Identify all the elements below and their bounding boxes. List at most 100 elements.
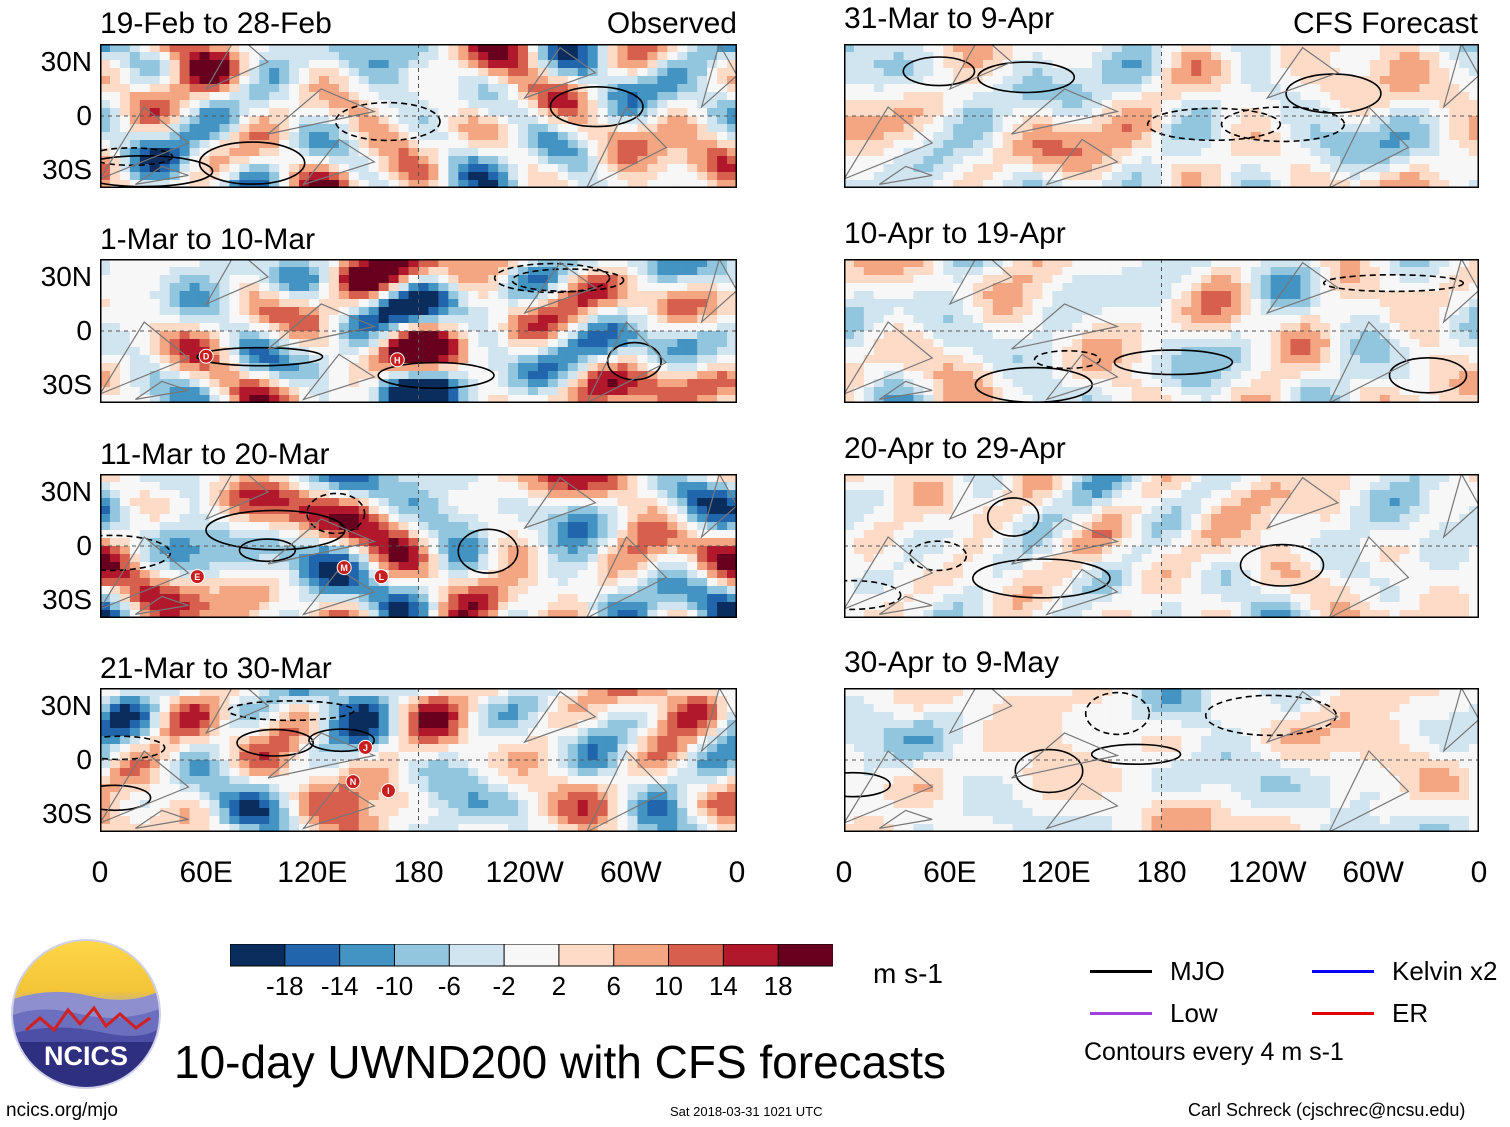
legend-line-mjo: [1090, 970, 1152, 973]
storm-marker-label: M: [340, 563, 348, 573]
map-panel: [844, 259, 1479, 403]
coastlines: [844, 474, 1479, 618]
colorbar-swatch: [558, 944, 615, 967]
lon-tick-label: 180: [393, 856, 444, 889]
colorbar-swatch: [230, 944, 286, 967]
colorbar-tick-label: -14: [320, 971, 359, 1001]
storm-marker: N: [345, 774, 361, 790]
reference-lines: [844, 259, 1479, 403]
colorbar-swatch: [339, 944, 396, 967]
coastlines: [844, 688, 1479, 832]
reference-lines: [844, 44, 1479, 188]
colorbar-swatch: [393, 944, 451, 967]
lat-tick-label: 30S: [42, 369, 92, 400]
mjo-contours: [100, 86, 644, 188]
lat-tick-label: 30N: [40, 476, 92, 507]
lon-tick-label: 60E: [179, 856, 233, 889]
ncics-logo: NCICS: [11, 939, 161, 1089]
lat-tick-label: 0: [76, 744, 92, 775]
map-panel: [844, 688, 1479, 832]
mjo-contours: [844, 497, 1325, 611]
page-title: 10-day UWND200 with CFS forecasts: [174, 1036, 947, 1088]
colorbar-swatch: [503, 944, 560, 967]
lat-tick-label: 30S: [42, 798, 92, 829]
lon-tick-label: 120E: [277, 856, 348, 889]
lat-tick-label: 30S: [42, 584, 92, 615]
mjo-contours: [902, 56, 1382, 143]
author-credit: Carl Schreck (cjschrec@ncsu.edu): [1188, 1100, 1466, 1120]
storm-marker: L: [373, 569, 389, 585]
wind-field: [844, 474, 1479, 618]
coastlines: [100, 259, 737, 403]
colorbar-swatch: [668, 944, 725, 967]
lon-tick-label: 60W: [1342, 856, 1404, 889]
legend-line-kelvin: [1312, 970, 1374, 973]
panel-title: 20-Apr to 29-Apr: [844, 432, 1066, 465]
coastlines: [100, 474, 737, 618]
coastlines: [100, 44, 737, 188]
legend-line-low: [1090, 1012, 1152, 1015]
lat-tick-label: 0: [76, 315, 92, 346]
storm-marker-label: L: [379, 572, 385, 582]
colorbar-tick-label: -6: [437, 971, 461, 1001]
mjo-contours: [196, 262, 662, 389]
lon-tick-label: 0: [835, 856, 853, 889]
storm-marker-label: H: [394, 355, 401, 365]
storm-marker-label: I: [387, 786, 390, 796]
wind-field: [844, 688, 1479, 832]
mjo-contours: [100, 492, 519, 574]
storm-marker: J: [357, 739, 373, 755]
logo-text: NCICS: [44, 1041, 128, 1071]
contour-note: Contours every 4 m s-1: [1084, 1038, 1344, 1066]
colorbar-tick-label: -18: [266, 971, 304, 1001]
map-panel: [844, 474, 1479, 618]
lon-tick-label: 120W: [1228, 856, 1307, 889]
panel-tag: CFS Forecast: [1292, 7, 1478, 40]
panel-frame: [100, 44, 737, 188]
storm-marker: H: [389, 352, 405, 368]
colorbar-tick-label: 10: [654, 971, 683, 1001]
panel-frame: [844, 688, 1479, 832]
legend-label-kelvin: Kelvin x2: [1392, 956, 1498, 986]
panel-frame: [844, 474, 1479, 618]
legend-label-low: Low: [1170, 998, 1218, 1028]
panel-title: 21-Mar to 30-Mar: [100, 652, 332, 685]
lon-tick-label: 0: [91, 856, 109, 889]
mjo-contours: [844, 691, 1338, 798]
map-panel: [844, 44, 1479, 188]
units-label: m s-1: [873, 958, 943, 989]
legend-line-er: [1312, 1012, 1374, 1015]
wind-field: [844, 259, 1479, 403]
panel-frame: [844, 259, 1479, 403]
timestamp: Sat 2018-03-31 1021 UTC: [670, 1104, 823, 1119]
coastlines: [100, 688, 737, 832]
reference-lines: [100, 259, 737, 403]
colorbar-tick-label: 14: [708, 971, 738, 1001]
storm-marker-label: E: [194, 572, 200, 582]
colorbar-tick-label: -2: [492, 971, 516, 1001]
panel-frame: [844, 44, 1479, 188]
storm-marker-label: J: [363, 743, 368, 753]
lon-tick-label: 0: [1470, 856, 1488, 889]
lon-tick-label: 60W: [599, 856, 662, 889]
legend-label-mjo: MJO: [1170, 956, 1225, 986]
panel-frame: [100, 474, 737, 618]
map-panel: J N I: [100, 688, 737, 832]
site-link[interactable]: ncics.org/mjo: [6, 1100, 118, 1121]
colorbar-swatch: [284, 944, 341, 967]
storm-marker: E: [189, 569, 205, 585]
lon-tick-label: 180: [1136, 856, 1187, 889]
reference-lines: [844, 688, 1479, 832]
coastlines: [844, 44, 1479, 188]
panel-title: 11-Mar to 20-Mar: [100, 438, 330, 471]
storm-marker: D: [198, 348, 214, 364]
lat-tick-label: 30N: [40, 261, 92, 292]
colorbar-swatch: [722, 944, 779, 967]
reference-lines: [100, 688, 737, 832]
lon-tick-label: 0: [728, 856, 746, 889]
lat-tick-label: 0: [76, 530, 92, 561]
wind-field: [100, 44, 737, 188]
panel-frame: [100, 688, 737, 832]
storm-marker: M: [336, 560, 352, 576]
lon-tick-label: 60E: [923, 856, 977, 889]
